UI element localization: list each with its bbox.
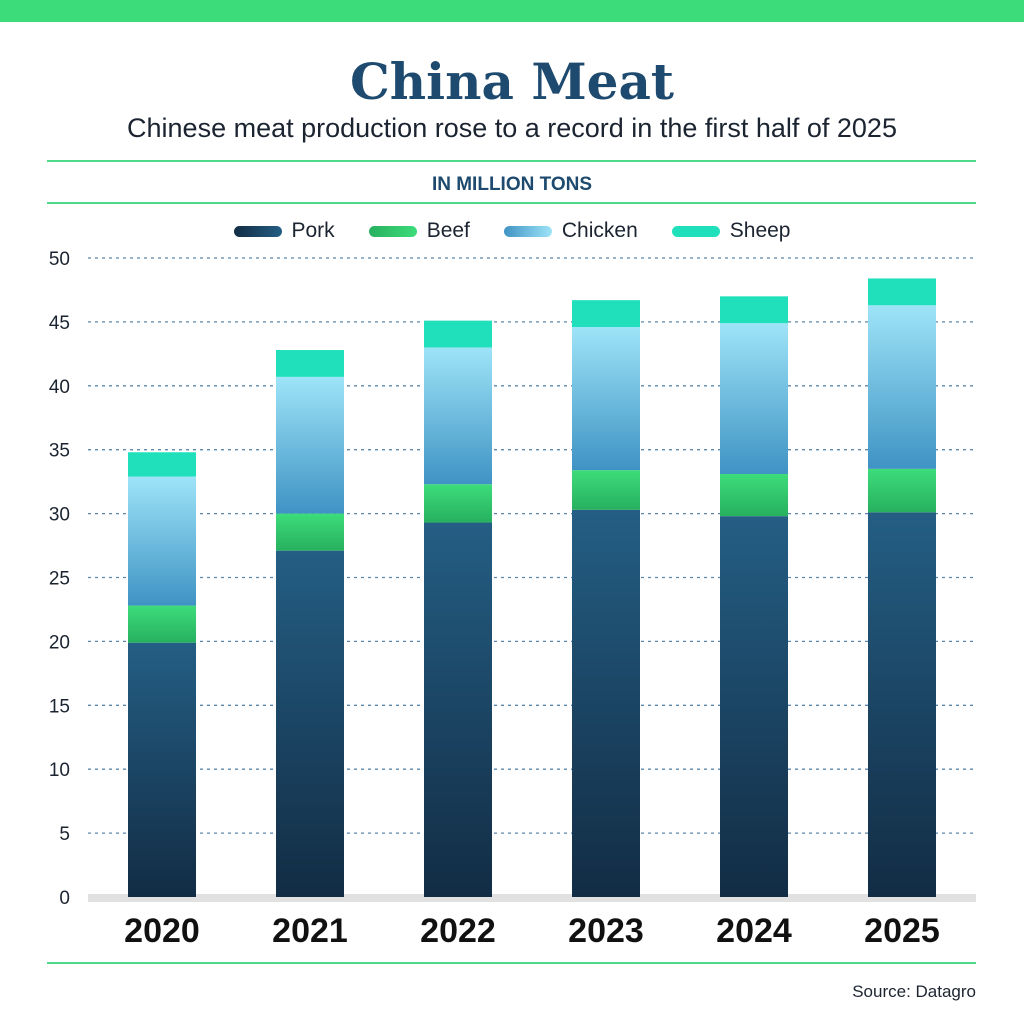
bar-sheep-2020 bbox=[128, 452, 196, 477]
y-tick-label-5: 5 bbox=[59, 824, 70, 845]
bar-pork-2025 bbox=[868, 512, 936, 897]
y-tick-label-35: 35 bbox=[49, 441, 70, 462]
y-tick-label-45: 45 bbox=[49, 313, 70, 334]
bar-beef-2023 bbox=[572, 470, 640, 510]
divider-units bbox=[47, 202, 976, 204]
bar-sheep-2024 bbox=[720, 296, 788, 324]
bar-chicken-2022 bbox=[424, 347, 492, 485]
y-tick-label-30: 30 bbox=[49, 505, 70, 526]
bar-beef-2024 bbox=[720, 473, 788, 517]
x-tick-label-2024: 2024 bbox=[716, 912, 792, 950]
legend-swatch-beef bbox=[368, 225, 417, 237]
y-tick-label-15: 15 bbox=[49, 696, 70, 717]
bar-sheep-2023 bbox=[572, 300, 640, 328]
legend-item-pork: Pork bbox=[233, 219, 335, 243]
y-tick-label-0: 0 bbox=[59, 888, 70, 909]
legend-swatch-chicken bbox=[503, 225, 552, 237]
y-tick-label-40: 40 bbox=[49, 377, 70, 398]
legend-label-pork: Pork bbox=[291, 219, 335, 242]
legend-swatch-pork bbox=[233, 225, 282, 237]
legend-label-chicken: Chicken bbox=[561, 219, 638, 242]
x-tick-label-2025: 2025 bbox=[864, 912, 940, 950]
bar-chicken-2023 bbox=[572, 327, 640, 471]
top-accent-bar bbox=[0, 0, 1024, 22]
bar-pork-2023 bbox=[572, 509, 640, 897]
bar-chicken-2024 bbox=[720, 323, 788, 474]
bar-sheep-2022 bbox=[424, 320, 492, 348]
chart-title: China Meat bbox=[350, 52, 674, 111]
chart-subtitle: Chinese meat production rose to a record… bbox=[127, 113, 897, 143]
bar-pork-2022 bbox=[424, 522, 492, 897]
legend: Pork Beef Chicken Sheep bbox=[0, 219, 1024, 243]
bar-beef-2021 bbox=[276, 513, 344, 551]
units-label: IN MILLION TONS bbox=[431, 174, 593, 195]
legend-item-sheep: Sheep bbox=[671, 219, 791, 243]
bar-sheep-2025 bbox=[868, 278, 936, 306]
y-tick-label-10: 10 bbox=[49, 760, 70, 781]
x-axis-baseline bbox=[88, 894, 976, 902]
bar-chicken-2020 bbox=[128, 476, 196, 606]
y-tick-label-50: 50 bbox=[49, 249, 70, 270]
x-tick-label-2023: 2023 bbox=[568, 912, 644, 950]
bar-pork-2020 bbox=[128, 642, 196, 897]
bar-pork-2021 bbox=[276, 550, 344, 897]
bar-pork-2024 bbox=[720, 516, 788, 897]
bar-sheep-2021 bbox=[276, 350, 344, 377]
y-tick-label-25: 25 bbox=[49, 569, 70, 590]
divider-top bbox=[47, 160, 976, 162]
source-note: Source: Datagro bbox=[852, 982, 976, 1001]
bar-chicken-2021 bbox=[276, 376, 344, 514]
divider-bottom bbox=[47, 962, 976, 964]
x-tick-label-2020: 2020 bbox=[124, 912, 200, 950]
bar-beef-2025 bbox=[868, 468, 936, 513]
legend-label-beef: Beef bbox=[426, 219, 470, 242]
legend-swatch-sheep bbox=[671, 225, 720, 237]
x-tick-label-2021: 2021 bbox=[272, 912, 348, 950]
legend-item-chicken: Chicken bbox=[503, 219, 638, 243]
x-tick-label-2022: 2022 bbox=[420, 912, 496, 950]
legend-label-sheep: Sheep bbox=[729, 219, 791, 242]
bar-beef-2020 bbox=[128, 605, 196, 643]
bar-beef-2022 bbox=[424, 484, 492, 523]
bar-chicken-2025 bbox=[868, 305, 936, 469]
y-tick-label-20: 20 bbox=[49, 632, 70, 653]
legend-item-beef: Beef bbox=[368, 219, 470, 243]
